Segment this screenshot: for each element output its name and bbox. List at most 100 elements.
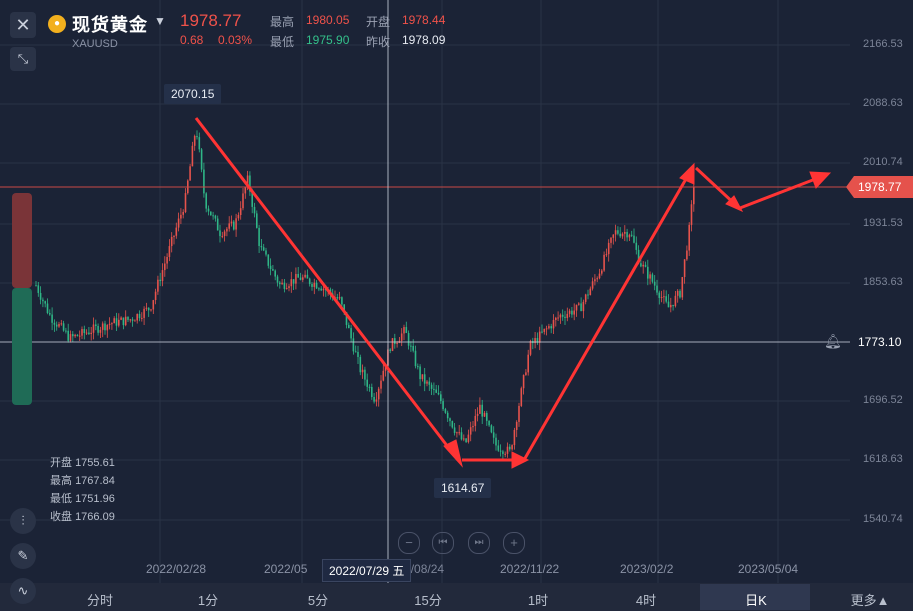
candle-body (534, 338, 536, 344)
timeframe-6[interactable]: 日K (745, 593, 767, 608)
timeframe-0[interactable]: 分时 (86, 593, 113, 608)
candle-body (490, 425, 493, 433)
last-price: 1978.77 (180, 11, 242, 30)
candle-body (529, 341, 532, 355)
candle-body (350, 328, 352, 339)
candle-body (619, 233, 621, 237)
candle-body (440, 394, 442, 402)
candle-body (251, 191, 253, 207)
candle-body (129, 319, 132, 321)
candle-body (488, 420, 490, 426)
timeframe-4[interactable]: 1时 (527, 593, 549, 608)
candle-body (219, 230, 221, 237)
candle-body (518, 405, 520, 422)
ohlc-close: 收盘 1766.09 (50, 511, 115, 523)
candle-body (85, 332, 88, 334)
candle-body (175, 227, 178, 236)
candle-body (568, 310, 571, 314)
zoom-out-icon[interactable]: − (398, 532, 420, 554)
candle-body (458, 432, 460, 434)
candle-body (124, 316, 127, 326)
candle-body (670, 304, 672, 308)
candle-body (39, 292, 42, 300)
y-tick-label: 2010.74 (863, 156, 903, 168)
candle-body (555, 317, 557, 320)
candlestick-series (35, 130, 695, 459)
candle-body (433, 388, 435, 390)
candle-body (348, 324, 350, 329)
candle-body (81, 329, 83, 336)
candle-body (164, 263, 166, 271)
candle-body (430, 384, 433, 389)
candle-body (53, 322, 56, 325)
candle-body (189, 166, 191, 181)
candle-body (515, 421, 518, 430)
next-icon[interactable]: ⏭ (468, 532, 490, 554)
candle-body (497, 445, 500, 451)
draw-icon[interactable]: ✎ (10, 543, 36, 569)
candle-body (230, 221, 233, 224)
high-value: 1980.05 (306, 13, 350, 27)
candle-body (290, 279, 293, 287)
candle-body (74, 334, 76, 337)
candle-body (647, 266, 649, 279)
y-tick-label: 2088.63 (863, 97, 903, 109)
instrument-name[interactable]: 现货黄金 (72, 15, 148, 35)
candle-body (596, 278, 598, 280)
candle-body (486, 412, 488, 421)
candle-body (584, 294, 587, 302)
price-change-pct: 0.03% (218, 33, 253, 47)
candle-body (101, 323, 104, 330)
candle-body (423, 374, 426, 384)
candle-body (182, 211, 184, 215)
candle-body (154, 291, 157, 301)
timeframe-1[interactable]: 1分 (197, 593, 219, 608)
candle-body (435, 389, 437, 393)
crosshair-price-bg (850, 332, 913, 352)
candle-body (463, 438, 465, 440)
bell-icon[interactable]: 🔔︎ (824, 333, 842, 349)
current-price-tag-bg (846, 176, 913, 198)
candle-body (136, 313, 138, 321)
candle-body (465, 438, 467, 443)
indicator-icon[interactable]: ⫶ (10, 508, 36, 534)
candle-body (336, 297, 339, 299)
candle-body (313, 282, 316, 287)
candle-body (672, 304, 674, 307)
y-tick-label: 1540.74 (863, 513, 903, 525)
timeframe-3[interactable]: 15分 (414, 593, 442, 608)
candle-body (389, 349, 391, 351)
candle-body (679, 290, 681, 298)
timeframe-2[interactable]: 5分 (307, 593, 329, 608)
chart-type-icon[interactable]: ∿ (10, 578, 36, 604)
zoom-in-icon[interactable]: + (503, 532, 525, 554)
timeframe-7[interactable]: 更多▲ (850, 593, 890, 608)
candle-body (285, 287, 288, 289)
collapse-icon[interactable]: ⤡ (10, 47, 36, 71)
candle-body (603, 254, 605, 271)
candle-body (640, 263, 642, 267)
candle-body (359, 356, 362, 373)
dropdown-icon[interactable]: ▼ (154, 14, 166, 28)
candle-body (221, 235, 224, 237)
candle-body (267, 254, 270, 266)
candle-body (373, 396, 375, 402)
candle-body (311, 284, 313, 287)
candle-body (233, 221, 235, 230)
prev-icon[interactable]: ⏮ (432, 532, 454, 554)
candle-body (511, 445, 513, 450)
candle-body (605, 254, 608, 256)
candle-body (649, 274, 651, 279)
candle-body (58, 324, 60, 327)
timeframe-5[interactable]: 4时 (635, 593, 657, 608)
candle-body (60, 323, 63, 325)
candle-body (536, 338, 539, 343)
candle-body (92, 324, 95, 333)
candle-body (446, 412, 449, 419)
candle-body (170, 236, 173, 247)
candle-body (382, 370, 385, 381)
candle-body (610, 237, 612, 243)
close-icon[interactable]: ✕ (10, 12, 36, 38)
candle-body (341, 297, 343, 305)
